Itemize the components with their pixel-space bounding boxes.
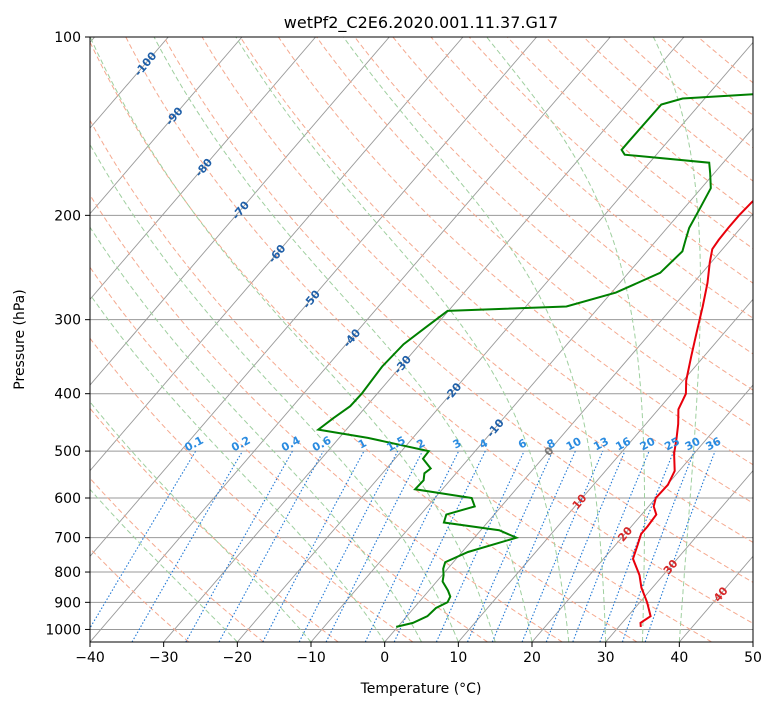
y-tick-label: 1000 <box>45 622 81 638</box>
dry-adiabat-line <box>239 37 753 504</box>
chart-title: wetPf2_C2E6.2020.001.11.37.G17 <box>284 13 558 33</box>
dry-adiabat-line <box>430 37 753 319</box>
mixing-ratio-line <box>364 450 460 642</box>
x-axis-label: Temperature (°C) <box>360 681 482 697</box>
y-tick-label: 100 <box>54 30 81 46</box>
dry-adiabat-line <box>583 37 753 182</box>
mixing-ratio-label: 3 <box>451 436 464 451</box>
dry-adiabat-line <box>90 407 339 642</box>
dry-adiabat-line <box>90 40 712 642</box>
mixing-ratio-line <box>185 450 293 642</box>
mixing-ratio-label: 16 <box>613 435 633 454</box>
isotherm-line <box>531 384 753 642</box>
x-tick-label: −10 <box>296 650 326 666</box>
mixing-ratio-line <box>131 450 244 642</box>
isotherm-line <box>90 37 537 558</box>
y-tick-label: 900 <box>54 595 81 611</box>
x-tick-label: −30 <box>149 650 179 666</box>
x-tick-label: −20 <box>223 650 253 666</box>
y-tick-label: 300 <box>54 313 81 329</box>
isotherm-line <box>90 37 390 386</box>
x-tick-label: 20 <box>523 650 541 666</box>
moist-adiabat-line <box>652 37 701 642</box>
plot-frame <box>89 36 754 643</box>
mixing-ratio-line <box>621 450 695 642</box>
moist-adiabat-line <box>90 401 312 642</box>
y-axis-label: Pressure (hPa) <box>12 289 28 389</box>
x-tick-label: 30 <box>597 650 615 666</box>
mixing-ratio-line <box>218 450 324 642</box>
isotherm-line <box>752 641 753 642</box>
isotherm-line <box>310 127 753 642</box>
y-tick-label: 200 <box>54 208 81 224</box>
isotherm-line <box>90 37 611 642</box>
dry-adiabat-line <box>659 37 753 116</box>
mixing-ratio-label: 13 <box>591 435 611 454</box>
dry-adiabat-line <box>201 37 753 543</box>
line-labels: 0.1 0.2 0.4 0.6 1 1.5 2 3 4 6 8 10 13 16 20 25 30 36-100-… <box>132 49 731 604</box>
dry-adiabat-line <box>90 119 638 642</box>
temperature-profile-line <box>631 199 753 627</box>
axes: −40 −30 −20 −10 0 10 20 30 40 50 100 200 300 400 500 60… <box>45 30 762 666</box>
dry-adiabat-line <box>90 337 414 642</box>
dry-adiabat-line <box>392 37 753 355</box>
mixing-ratio-line <box>599 450 675 642</box>
mixing-ratio-line <box>644 450 716 642</box>
dry-adiabat-line <box>90 194 563 642</box>
mixing-ratio-line <box>325 450 423 642</box>
isotherm-line <box>457 298 753 642</box>
moist-adiabat-line <box>90 488 238 642</box>
isotherm-line <box>384 213 753 642</box>
isotherm-line <box>163 37 685 642</box>
y-tick-label: 400 <box>54 387 81 403</box>
moist-adiabat-line <box>486 37 645 642</box>
y-tick-label: 800 <box>54 565 81 581</box>
mixing-ratio-label: 30 <box>683 435 703 454</box>
mixing-ratio-label: 4 <box>477 436 490 451</box>
dry-adiabat-line <box>90 266 488 642</box>
y-tick-label: 600 <box>54 491 81 507</box>
dry-adiabat-line <box>90 477 264 642</box>
isotherm-line <box>605 469 753 642</box>
mixing-ratio-line <box>572 450 650 642</box>
dry-adiabat-line <box>125 37 753 624</box>
x-tick-label: 40 <box>670 650 688 666</box>
mixing-ratio-label: 36 <box>704 435 724 454</box>
moist-adiabat-line <box>153 37 533 642</box>
mixing-ratio-line <box>545 450 626 642</box>
y-tick-label: 500 <box>54 444 81 460</box>
dry-adiabat-line <box>545 37 753 216</box>
dewpoint-profile-line <box>315 93 753 628</box>
x-tick-label: −40 <box>75 650 105 666</box>
moist-adiabat-line <box>90 37 496 642</box>
isotherm-line <box>90 37 243 215</box>
x-tick-label: 10 <box>449 650 467 666</box>
isotherm-line <box>90 37 316 301</box>
mixing-ratio-label: 20 <box>638 435 658 454</box>
mixing-ratio-line <box>393 450 486 642</box>
x-tick-label: 0 <box>380 650 389 666</box>
x-tick-label: 50 <box>744 650 762 666</box>
dry-adiabat-line <box>697 37 753 84</box>
dry-adiabat-line <box>163 37 753 583</box>
dry-adiabat-line <box>354 37 753 391</box>
mixing-ratio-label: 10 <box>564 435 584 454</box>
mixing-ratio-line <box>491 450 576 642</box>
y-tick-label: 700 <box>54 531 81 547</box>
moist-adiabat-line <box>90 226 422 642</box>
isotherm-line <box>90 37 464 472</box>
moist-adiabat-line <box>90 293 386 642</box>
mixing-ratio-label: 25 <box>662 435 682 454</box>
isotherm-line <box>236 41 753 642</box>
dry-adiabat-line <box>621 37 753 149</box>
dry-adiabat-line <box>468 37 753 284</box>
moist-adiabat-line <box>235 37 570 642</box>
moist-adiabat-line <box>90 143 459 642</box>
mixing-ratio-line <box>521 450 604 642</box>
mixing-ratio-line <box>262 450 365 642</box>
mixing-ratio-line <box>298 450 399 642</box>
plot-area <box>90 37 753 642</box>
moist-adiabat-line <box>342 37 607 642</box>
